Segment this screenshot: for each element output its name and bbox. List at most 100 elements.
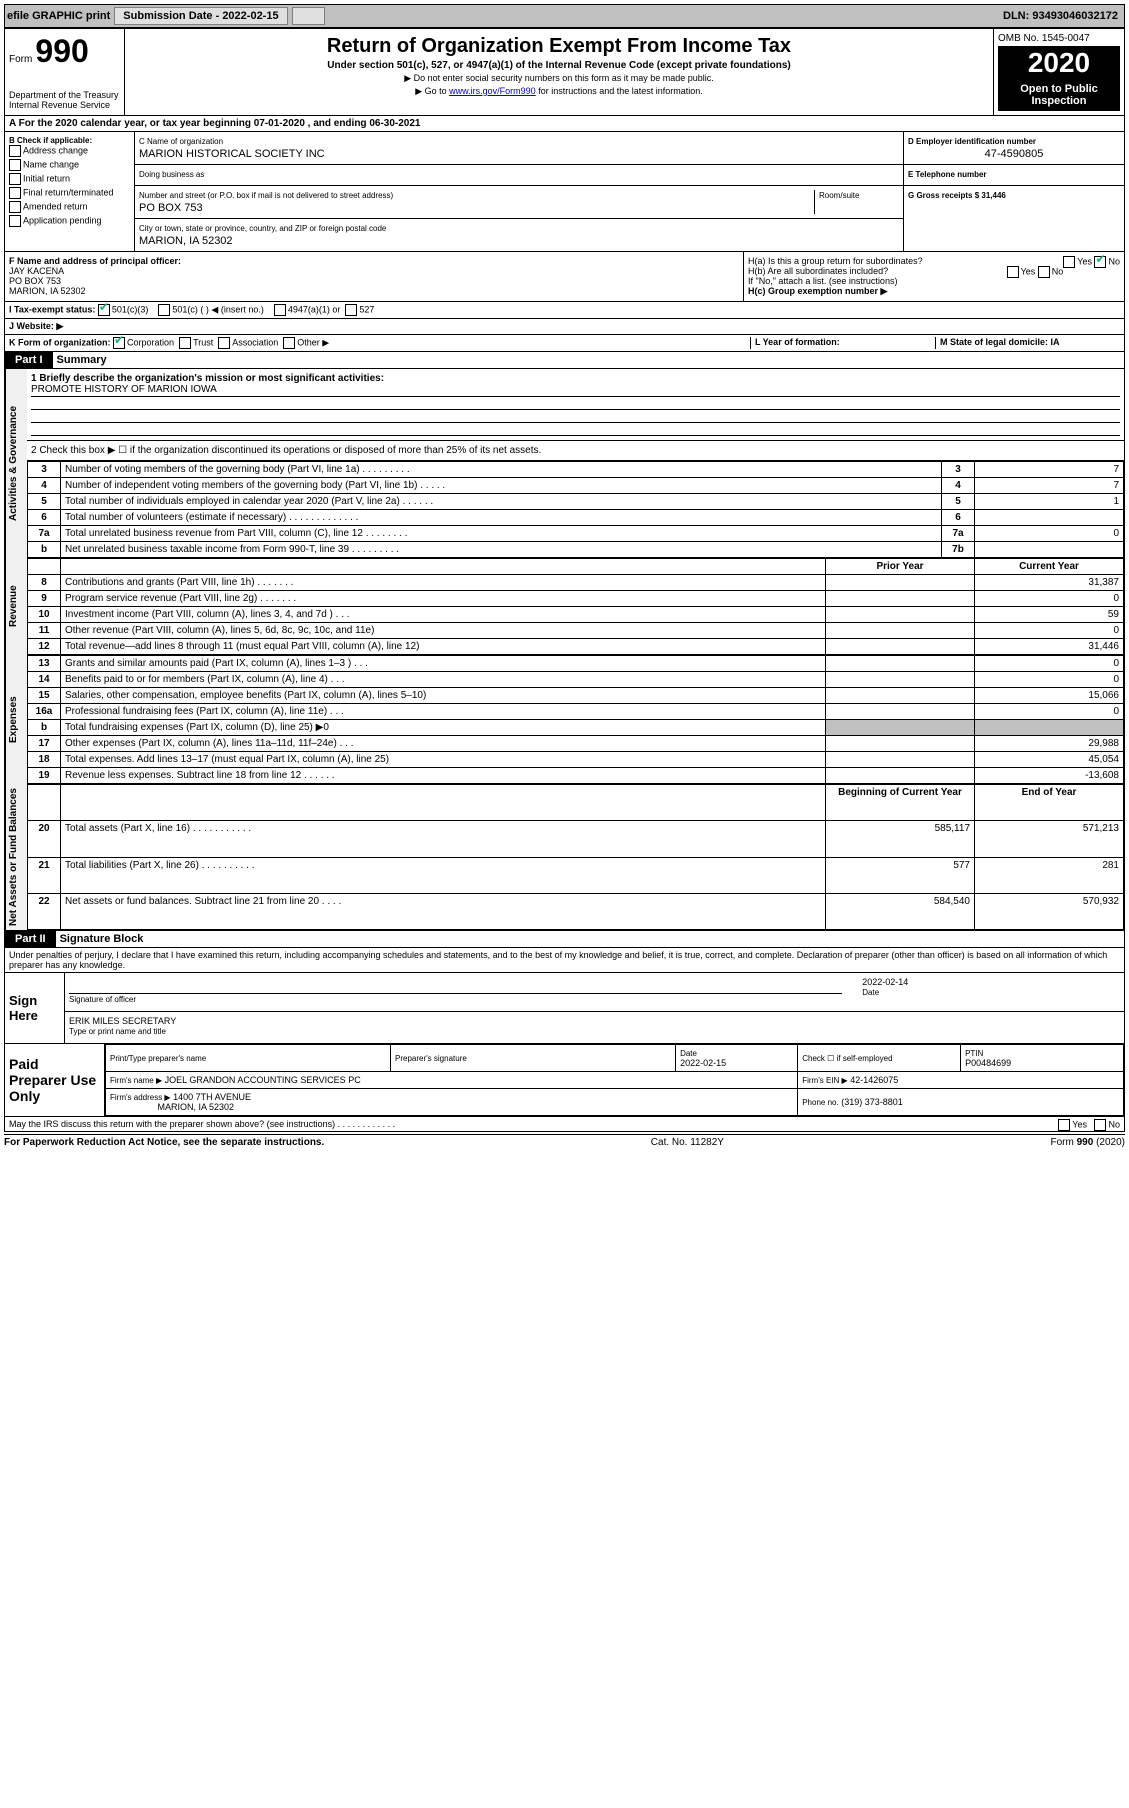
table-row: 10Investment income (Part VIII, column (… [28,607,1124,623]
section-f: F Name and address of principal officer:… [5,252,744,301]
city-label: City or town, state or province, country… [139,224,386,233]
fh-block: F Name and address of principal officer:… [4,252,1125,302]
line1-value: PROMOTE HISTORY OF MARION IOWA [31,384,1120,397]
goto-suffix: for instructions and the latest informat… [538,86,703,96]
side-revenue: Revenue [5,558,27,655]
check-app-pending[interactable]: Application pending [9,215,130,227]
table-row: 8Contributions and grants (Part VIII, li… [28,575,1124,591]
governance-section: Activities & Governance 1 Briefly descri… [4,369,1125,558]
org-name: MARION HISTORICAL SOCIETY INC [139,148,899,160]
perjury-statement: Under penalties of perjury, I declare th… [4,948,1125,973]
goto-prefix: Go to [425,86,450,96]
officer-name: JAY KACENA [9,266,739,276]
side-netassets: Net Assets or Fund Balances [5,784,27,930]
line1-label: 1 Briefly describe the organization's mi… [31,373,1120,384]
officer-title-label: Type or print name and title [69,1027,166,1036]
efile-label: efile GRAPHIC print [7,10,110,22]
dba-label: Doing business as [139,170,204,179]
street-label: Number and street (or P.O. box if mail i… [139,191,393,200]
table-row: 13Grants and similar amounts paid (Part … [28,656,1124,672]
firm-name: JOEL GRANDON ACCOUNTING SERVICES PC [165,1075,361,1085]
section-h: H(a) Is this a group return for subordin… [744,252,1124,301]
footer-right: Form 990 (2020) [1051,1137,1126,1148]
check-amended[interactable]: Amended return [9,201,130,213]
table-row: 5Total number of individuals employed in… [28,494,1124,510]
check-initial-return[interactable]: Initial return [9,173,130,185]
check-self-employed[interactable]: Check ☐ if self-employed [802,1054,892,1063]
table-row: 17Other expenses (Part IX, column (A), l… [28,736,1124,752]
table-row: 9Program service revenue (Part VIII, lin… [28,591,1124,607]
table-row: 3Number of voting members of the governi… [28,462,1124,478]
netassets-section: Net Assets or Fund Balances Beginning of… [4,784,1125,931]
check-address-change[interactable]: Address change [9,145,130,157]
part-i-header-row: Part I Summary [4,352,1125,369]
table-row: 11Other revenue (Part VIII, column (A), … [28,623,1124,639]
side-governance: Activities & Governance [5,369,27,558]
sig-officer-label: Signature of officer [69,995,136,1004]
row-i-label: I Tax-exempt status: [9,304,95,314]
firm-ein: 42-1426075 [850,1075,898,1085]
netassets-table: Beginning of Current YearEnd of Year20To… [27,784,1124,930]
dept-label: Department of the Treasury Internal Reve… [9,90,120,110]
city-value: MARION, IA 52302 [139,235,899,247]
firm-addr1: 1400 7TH AVENUE [173,1092,251,1102]
check-final-return[interactable]: Final return/terminated [9,187,130,199]
officer-label: F Name and address of principal officer: [9,256,739,266]
revenue-table: Prior YearCurrent Year8Contributions and… [27,558,1124,655]
paid-preparer-label: Paid Preparer Use Only [5,1044,105,1116]
firm-phone: (319) 373-8801 [841,1097,903,1107]
table-row: 14Benefits paid to or for members (Part … [28,672,1124,688]
check-name-change[interactable]: Name change [9,159,130,171]
table-row: bTotal fundraising expenses (Part IX, co… [28,720,1124,736]
table-row: 12Total revenue—add lines 8 through 11 (… [28,639,1124,655]
open-to-public: Open to Public Inspection [998,79,1120,111]
hc-label: H(c) Group exemption number ▶ [748,286,1120,297]
section-deg: D Employer identification number 47-4590… [904,132,1124,251]
tax-year: 2020 [998,47,1120,79]
section-c: C Name of organization MARION HISTORICAL… [135,132,904,251]
section-b: B Check if applicable: Address change Na… [5,132,135,251]
gross-receipts-value: 31,446 [981,191,1005,200]
table-row: 20Total assets (Part X, line 16) . . . .… [28,821,1124,857]
part-ii-header: Part II [5,931,56,947]
submission-date-button[interactable]: Submission Date - 2022-02-15 [114,7,287,25]
gross-receipts-label: G Gross receipts $ 31,446 [908,191,1006,200]
header-right: OMB No. 1545-0047 2020 Open to Public In… [994,29,1124,115]
section-b-label: B Check if applicable: [9,136,130,145]
note-ssn: Do not enter social security numbers on … [129,73,989,84]
form-word: Form [9,54,32,65]
line2: 2 Check this box ▶ ☐ if the organization… [27,441,1124,461]
form-number: 990 [35,33,88,69]
sig-date: 2022-02-14 [862,977,908,987]
hb-note: If "No," attach a list. (see instruction… [748,276,1120,286]
expenses-section: Expenses 13Grants and similar amounts pa… [4,655,1125,784]
blank-button[interactable] [292,7,325,25]
table-row: bNet unrelated business taxable income f… [28,542,1124,558]
signature-block: Sign Here Signature of officer 2022-02-1… [4,973,1125,1044]
table-row: 16aProfessional fundraising fees (Part I… [28,704,1124,720]
form-subtitle: Under section 501(c), 527, or 4947(a)(1)… [129,60,989,71]
hb-label: H(b) Are all subordinates included? [748,266,888,276]
expenses-table: 13Grants and similar amounts paid (Part … [27,655,1124,784]
note-goto: ▶ Go to www.irs.gov/Form990 for instruct… [129,86,989,97]
footer-center: Cat. No. 11282Y [651,1137,724,1148]
table-row: 22Net assets or fund balances. Subtract … [28,893,1124,929]
prep-date: 2022-02-15 [680,1058,726,1068]
part-i-title: Summary [53,352,111,368]
goto-link[interactable]: www.irs.gov/Form990 [449,86,536,96]
may-discuss-row: May the IRS discuss this return with the… [4,1117,1125,1132]
row-klm: K Form of organization: Corporation Trus… [4,335,1125,352]
officer-city: MARION, IA 52302 [9,286,739,296]
signature-line[interactable] [69,977,842,994]
table-row: 15Salaries, other compensation, employee… [28,688,1124,704]
org-name-label: C Name of organization [139,137,223,146]
table-row: 4Number of independent voting members of… [28,478,1124,494]
part-ii-title: Signature Block [56,931,148,947]
row-j-label: J Website: ▶ [9,321,63,331]
officer-street: PO BOX 753 [9,276,739,286]
officer-name-title: ERIK MILES SECRETARY [69,1016,176,1026]
entity-block: B Check if applicable: Address change Na… [4,132,1125,252]
table-row: 6Total number of volunteers (estimate if… [28,510,1124,526]
footer-left: For Paperwork Reduction Act Notice, see … [4,1137,324,1148]
table-row: 7aTotal unrelated business revenue from … [28,526,1124,542]
